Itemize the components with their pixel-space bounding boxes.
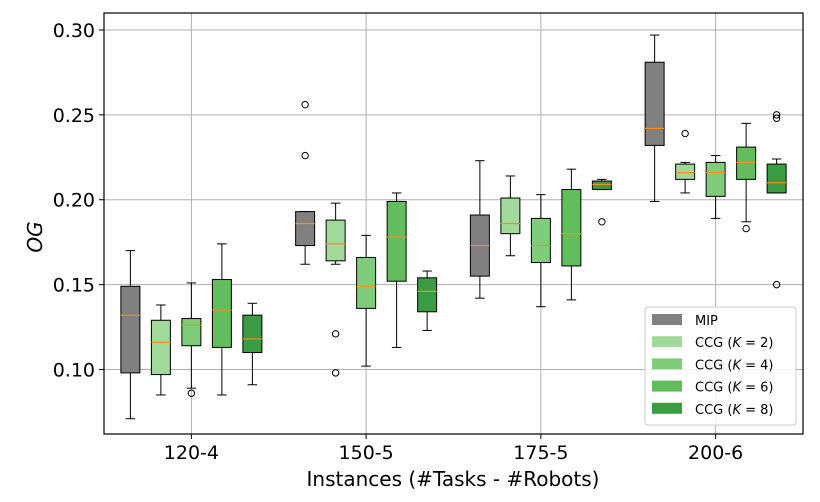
outlier-point	[187, 389, 196, 397]
legend-swatch	[652, 358, 682, 370]
box-body	[736, 146, 757, 180]
x-tick-label: 120-4	[164, 442, 219, 464]
box-body	[675, 163, 696, 180]
y-tick-label: 0.10	[53, 359, 95, 381]
box-3-4	[766, 111, 787, 289]
box-body	[766, 163, 787, 194]
box-body	[150, 319, 171, 376]
outlier-point	[331, 369, 340, 377]
y-axis-label: OG	[23, 221, 47, 252]
box-3-0	[644, 34, 665, 202]
y-tick-label: 0.25	[53, 105, 95, 127]
box-2-1	[500, 175, 521, 257]
legend-label: CCG (K = 6)	[695, 381, 773, 396]
box-body	[417, 277, 438, 313]
x-tick-label: 200-6	[688, 442, 743, 464]
box-0-2	[181, 282, 202, 397]
box-body	[356, 256, 377, 309]
box-1-3	[386, 192, 407, 348]
legend-label: CCG (K = 8)	[695, 403, 773, 418]
outlier-point	[301, 151, 309, 160]
box-body	[181, 318, 202, 347]
legend-swatch	[652, 336, 682, 348]
box-body	[242, 314, 263, 354]
outlier-point	[301, 100, 309, 109]
outlier-point	[772, 280, 781, 289]
outlier-point	[742, 224, 750, 233]
outlier-point	[772, 111, 781, 119]
box-1-1	[325, 202, 346, 377]
box-1-0	[295, 100, 316, 265]
y-tick-label: 0.30	[53, 20, 95, 42]
legend-label: CCG (K = 2)	[695, 336, 773, 351]
legend-swatch	[652, 380, 682, 392]
box-1-2	[356, 234, 377, 367]
box-body	[120, 285, 141, 374]
outlier-point	[681, 129, 689, 138]
box-2-4	[591, 178, 612, 226]
box-1-4	[417, 270, 438, 331]
legend-swatch	[652, 314, 682, 325]
box-body	[386, 200, 407, 282]
box-0-0	[120, 250, 141, 420]
box-body	[211, 279, 232, 348]
box-0-3	[211, 243, 232, 396]
box-3-1	[675, 129, 696, 194]
box-2-3	[561, 168, 582, 301]
box-body	[705, 161, 726, 197]
outlier-point	[331, 330, 340, 338]
box-body	[500, 197, 521, 235]
box-body	[325, 219, 346, 262]
x-tick-label: 150-5	[339, 442, 394, 464]
box-body	[295, 211, 316, 247]
legend-box	[644, 306, 797, 426]
y-tick-label: 0.15	[53, 275, 95, 297]
box-body	[591, 180, 612, 191]
box-3-2	[705, 155, 726, 219]
legend: MIP CCG (K = 2) CCG (K = 4) CCG (K = 6) CCG …	[644, 306, 797, 426]
box-0-4	[242, 302, 263, 386]
y-tick-label: 0.20	[53, 190, 95, 212]
legend-swatch	[652, 402, 682, 414]
y-axis-ticks: 0.10 0.15 0.20 0.25 0.30	[53, 20, 104, 381]
box-2-0	[469, 160, 490, 299]
box-body	[644, 61, 665, 146]
box-body	[561, 189, 582, 267]
box-body	[530, 217, 551, 264]
x-axis-label: Instances (#Tasks - #Robots)	[307, 467, 600, 491]
x-axis-ticks: 120-4 150-5 175-5 200-6	[164, 434, 743, 464]
legend-label: MIP	[695, 314, 718, 329]
outlier-point	[598, 218, 606, 226]
box-0-1	[150, 304, 171, 396]
box-3-3	[736, 122, 757, 233]
legend-label: CCG (K = 4)	[695, 358, 773, 373]
box-2-2	[530, 194, 551, 308]
plot-frame	[103, 12, 804, 435]
box-series	[120, 34, 787, 420]
outlier-point	[772, 114, 781, 122]
x-tick-label: 175-5	[513, 442, 568, 464]
